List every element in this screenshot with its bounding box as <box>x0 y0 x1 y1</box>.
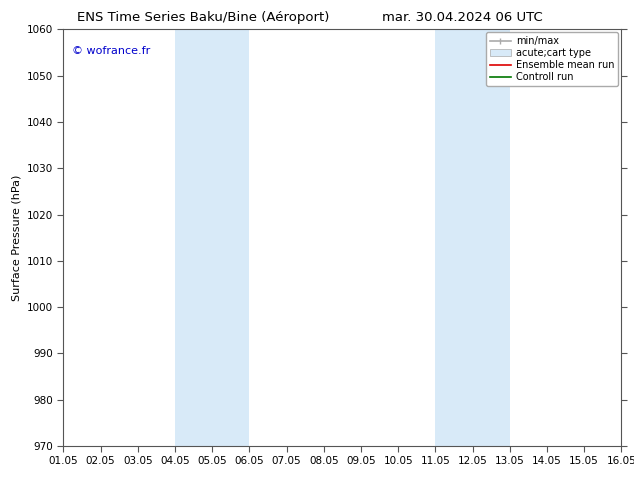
Y-axis label: Surface Pressure (hPa): Surface Pressure (hPa) <box>11 174 21 301</box>
Legend: min/max, acute;cart type, Ensemble mean run, Controll run: min/max, acute;cart type, Ensemble mean … <box>486 32 618 86</box>
Text: mar. 30.04.2024 06 UTC: mar. 30.04.2024 06 UTC <box>382 11 543 24</box>
Text: ENS Time Series Baku/Bine (Aéroport): ENS Time Series Baku/Bine (Aéroport) <box>77 11 329 24</box>
Bar <box>175 29 249 446</box>
Text: © wofrance.fr: © wofrance.fr <box>72 46 150 56</box>
Bar <box>436 29 510 446</box>
